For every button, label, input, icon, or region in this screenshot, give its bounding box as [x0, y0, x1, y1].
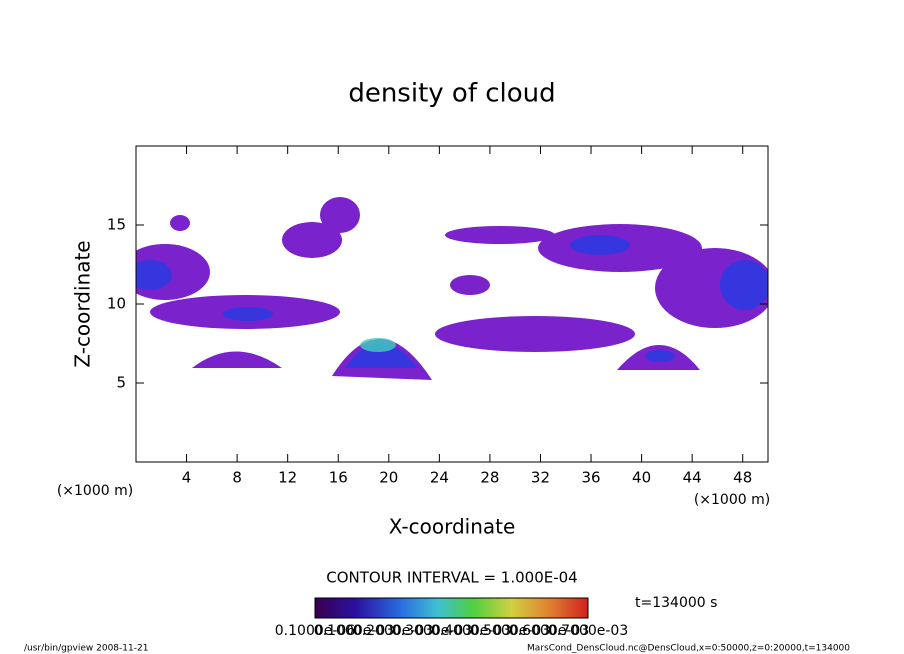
colorbar-label: 0.6000e-03 [509, 623, 589, 639]
y-axis-label: Z-coordinate [71, 240, 95, 367]
colorbar [314, 597, 589, 619]
x-tick-label: 4 [182, 469, 192, 487]
colorbar-label: 0.1000e-03 [314, 623, 394, 639]
x-tick-label: 28 [480, 469, 499, 487]
x-unit: (×1000 m) [694, 492, 770, 508]
time-label: t=134000 s [635, 595, 717, 611]
colorbar-label: 0.4000e-03 [431, 623, 511, 639]
cloud-field [136, 197, 768, 380]
colorbar-label: 0.2000e-03 [353, 623, 433, 639]
colorbar-label: 0.7000e-03 [548, 623, 628, 639]
y-tick-label: 5 [116, 374, 126, 392]
x-tick-label: 8 [232, 469, 242, 487]
x-unit: (×1000 m) [57, 483, 133, 499]
x-tick-label: 16 [329, 469, 348, 487]
colorbar-label: 0.3000e-03 [392, 623, 472, 639]
footer: /usr/bin/gpview 2008-11-21 [24, 644, 148, 654]
x-tick-label: 12 [278, 469, 297, 487]
x-tick-label: 24 [430, 469, 449, 487]
x-tick-label: 40 [632, 469, 651, 487]
colorbar-label: 0.1000e-06 [275, 623, 356, 639]
chart-title: density of cloud [348, 79, 555, 109]
contour-interval: CONTOUR INTERVAL = 1.000E-04 [326, 569, 577, 587]
footer: MarsCond_DensCloud.nc@DensCloud,x=0:5000… [527, 644, 850, 654]
y-tick-label: 15 [107, 216, 126, 234]
x-tick-label: 36 [581, 469, 600, 487]
x-tick-label: 48 [733, 469, 752, 487]
x-tick-label: 20 [379, 469, 398, 487]
y-tick-label: 10 [107, 295, 126, 313]
colorbar-label: 0.5000e-03 [470, 623, 550, 639]
x-tick-label: 44 [683, 469, 702, 487]
x-axis-label: X-coordinate [389, 515, 516, 539]
x-tick-label: 32 [531, 469, 550, 487]
